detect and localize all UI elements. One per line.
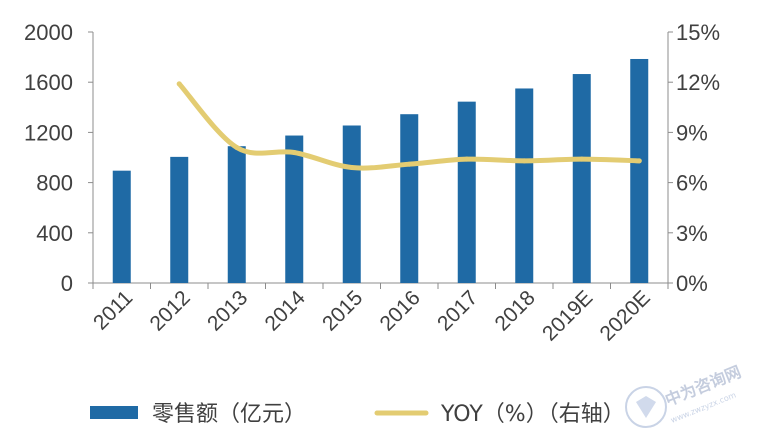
bar [572, 74, 591, 283]
line-series [176, 81, 642, 171]
bar [400, 114, 419, 283]
yoy-point [464, 156, 470, 162]
bar [342, 125, 361, 283]
legend: 零售额（亿元） YOY（%）（右轴） [90, 402, 625, 427]
bar [457, 101, 476, 283]
y-right-tick-label: 12% [676, 70, 720, 95]
y-left-tick-label: 800 [36, 171, 73, 196]
legend-bar-swatch [90, 406, 138, 419]
yoy-point [349, 165, 355, 171]
x-tick-label: 2018 [490, 286, 539, 335]
y-right-tick-label: 15% [676, 20, 720, 45]
x-tick-label: 2017 [433, 286, 482, 335]
yoy-point [579, 156, 585, 162]
axes [88, 31, 673, 289]
bar [630, 58, 649, 283]
y-left-tick-label: 400 [36, 221, 73, 246]
watermark-logo [625, 386, 667, 428]
x-tick-label: 2015 [318, 286, 367, 335]
watermark-logo-mark [636, 396, 656, 418]
yoy-point [406, 161, 412, 167]
bar [112, 170, 131, 283]
x-tick-label: 2016 [375, 286, 424, 335]
x-tick-label: 2012 [145, 286, 194, 335]
legend-label-yoy: YOY（%）（右轴） [440, 402, 625, 427]
x-tick-label: 2019E [538, 286, 597, 345]
y-left-tick-label: 0 [61, 271, 73, 296]
x-tick-label: 2011 [89, 286, 137, 334]
yoy-point [234, 144, 240, 150]
bar [170, 156, 189, 283]
y-right-tick-label: 3% [676, 221, 708, 246]
legend-label-sales: 零售额（亿元） [152, 402, 306, 427]
y-left-tick-label: 1600 [24, 70, 73, 95]
y-left-tick-label: 2000 [24, 20, 73, 45]
x-tick-label: 2020E [596, 286, 655, 345]
y-right-tick-label: 0% [676, 271, 708, 296]
yoy-point [636, 158, 642, 164]
y-right-tick-label: 9% [676, 120, 708, 145]
bar [285, 135, 304, 283]
yoy-point [521, 158, 527, 164]
y-left-tick-label: 1200 [24, 120, 73, 145]
yoy-point [291, 149, 297, 155]
bar [515, 88, 534, 283]
x-tick-label: 2014 [260, 286, 310, 336]
x-tick-label: 2013 [203, 286, 252, 335]
y-right-tick-label: 6% [676, 171, 708, 196]
bar [227, 146, 246, 283]
watermark: 中为咨询网 www.zwzyzx.com [625, 362, 744, 428]
bar-series [112, 58, 649, 283]
yoy-point [176, 81, 182, 87]
